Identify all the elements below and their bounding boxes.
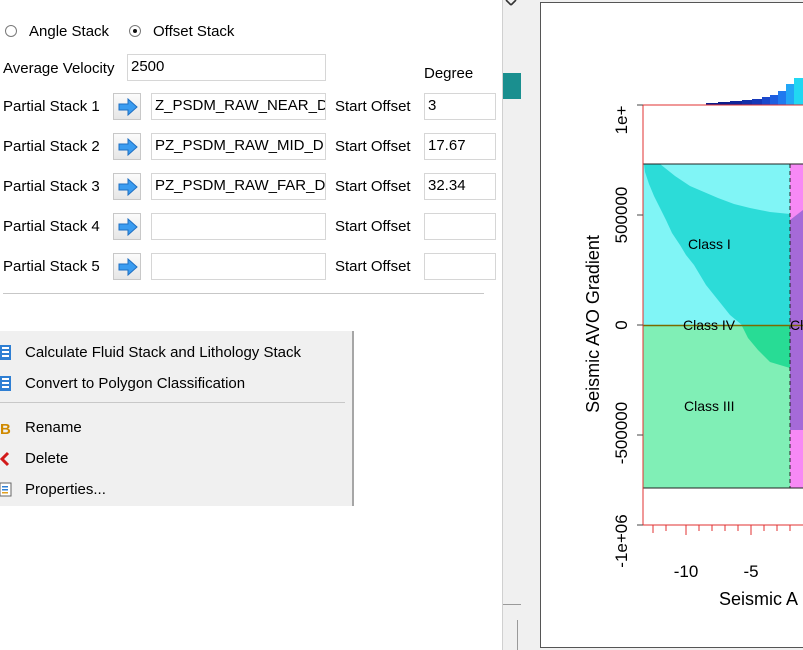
menu-item-delete[interactable]: Delete: [0, 445, 352, 473]
menu-item-label: Rename: [25, 419, 82, 436]
menu-item-label: Delete: [25, 450, 69, 467]
start-offset-input[interactable]: [424, 253, 496, 280]
start-offset-input[interactable]: 3: [424, 93, 496, 120]
menu-item-label: Convert to Polygon Classification: [25, 375, 246, 392]
arrow-right-icon: [118, 138, 138, 156]
partial-stack-label: Partial Stack 3: [3, 178, 100, 195]
separator: [3, 293, 484, 294]
divider: [517, 620, 518, 650]
arrow-right-icon: [118, 98, 138, 116]
select-stack-button[interactable]: [113, 253, 141, 280]
menu-item-rename[interactable]: B Rename: [0, 414, 352, 442]
partial-stack-label: Partial Stack 1: [3, 98, 100, 115]
start-offset-label: Start Offset: [335, 218, 411, 235]
splitter-strip[interactable]: [502, 0, 522, 650]
select-stack-button[interactable]: [113, 93, 141, 120]
start-offset-label: Start Offset: [335, 138, 411, 155]
scroll-thumb[interactable]: [503, 73, 521, 99]
degree-header: Degree: [424, 65, 474, 82]
plot-frame: [540, 2, 803, 648]
angle-stack-label[interactable]: Angle Stack: [29, 23, 110, 40]
properties-icon: [0, 482, 12, 497]
close-icon[interactable]: [505, 0, 517, 10]
menu-item-label: Properties...: [25, 481, 106, 498]
document-blue-icon: [0, 376, 11, 391]
menu-item-properties[interactable]: Properties...: [0, 476, 352, 504]
offset-stack-dialog: Angle Stack Offset Stack Average Velocit…: [3, 23, 496, 294]
start-offset-input[interactable]: 32.34: [424, 173, 496, 200]
start-offset-input[interactable]: [424, 213, 496, 240]
menu-item-convert-polygon[interactable]: Convert to Polygon Classification: [0, 370, 352, 398]
menu-item-label: Calculate Fluid Stack and Lithology Stac…: [25, 344, 301, 361]
delete-x-icon: [0, 451, 10, 467]
angle-stack-radio[interactable]: [5, 25, 17, 37]
average-velocity-input[interactable]: 2500: [127, 54, 326, 81]
divider: [503, 604, 521, 605]
partial-stack-label: Partial Stack 4: [3, 218, 100, 235]
average-velocity-label: Average Velocity: [3, 60, 115, 77]
offset-stack-radio[interactable]: [129, 25, 141, 37]
partial-stack-input[interactable]: [151, 253, 326, 280]
start-offset-label: Start Offset: [335, 258, 411, 275]
select-stack-button[interactable]: [113, 213, 141, 240]
context-menu: Calculate Fluid Stack and Lithology Stac…: [0, 331, 354, 506]
menu-item-calculate-fluid-stack[interactable]: Calculate Fluid Stack and Lithology Stac…: [0, 339, 352, 367]
select-stack-button[interactable]: [113, 173, 141, 200]
menu-separator: [0, 402, 345, 403]
partial-stack-input[interactable]: PZ_PSDM_RAW_MID_D: [151, 133, 326, 160]
offset-stack-label[interactable]: Offset Stack: [153, 23, 235, 40]
start-offset-label: Start Offset: [335, 178, 411, 195]
partial-stack-label: Partial Stack 5: [3, 258, 100, 275]
partial-stack-label: Partial Stack 2: [3, 138, 100, 155]
rename-icon: B: [0, 421, 11, 436]
start-offset-label: Start Offset: [335, 98, 411, 115]
arrow-right-icon: [118, 218, 138, 236]
select-stack-button[interactable]: [113, 133, 141, 160]
arrow-right-icon: [118, 258, 138, 276]
document-blue-icon: [0, 345, 11, 360]
partial-stack-input[interactable]: Z_PSDM_RAW_NEAR_D: [151, 93, 326, 120]
arrow-right-icon: [118, 178, 138, 196]
svg-text:B: B: [0, 421, 11, 436]
start-offset-input[interactable]: 17.67: [424, 133, 496, 160]
partial-stack-input[interactable]: [151, 213, 326, 240]
partial-stack-input[interactable]: PZ_PSDM_RAW_FAR_D: [151, 173, 326, 200]
